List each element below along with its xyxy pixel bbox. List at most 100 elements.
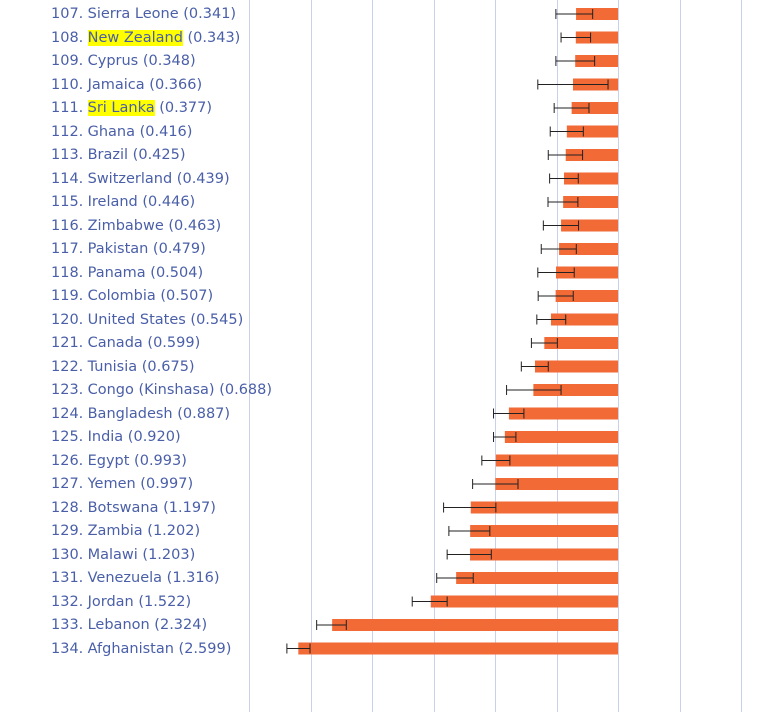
error-bar <box>411 596 448 607</box>
country-name: Yemen <box>87 476 136 492</box>
gridlines <box>249 0 742 712</box>
country-name: Zambia <box>87 523 143 539</box>
value-label: (0.425) <box>128 147 186 163</box>
rank-number: 121. <box>51 335 84 351</box>
bar-ghana <box>566 125 618 138</box>
country-name: Sierra Leone <box>87 6 179 22</box>
country-name: Brazil <box>87 147 129 163</box>
country-label: 131. Venezuela (1.316) <box>51 568 220 588</box>
bar-switzerland <box>564 172 618 185</box>
rank-number: 117. <box>51 241 84 257</box>
country-name: Egypt <box>87 452 130 469</box>
rank-number: 130. <box>51 546 84 563</box>
rank-number: 110. <box>51 76 84 93</box>
country-name: Venezuela <box>87 570 163 586</box>
country-name: Panama <box>87 264 146 281</box>
value-label: (1.316) <box>162 570 220 586</box>
country-label: 117. Pakistan (0.479) <box>51 239 206 259</box>
rank-number: 112. <box>51 123 84 140</box>
country-name: Sri Lanka <box>87 100 155 116</box>
rank-number: 120. <box>51 311 84 328</box>
country-label: 133. Lebanon (2.324) <box>51 615 207 635</box>
rank-number: 116. <box>51 217 84 234</box>
value-label: (0.377) <box>154 100 213 116</box>
country-label: 127. Yemen (0.997) <box>51 474 193 494</box>
error-bar <box>549 173 579 184</box>
country-label: 111. Sri Lanka (0.377) <box>51 98 212 118</box>
rank-number: 129. <box>51 523 84 539</box>
value-label: (0.920) <box>123 429 181 445</box>
bar-united-states <box>550 313 618 326</box>
bar-tunisia <box>534 360 618 373</box>
country-label: 124. Bangladesh (0.887) <box>51 404 230 424</box>
bar-bangladesh <box>508 407 618 420</box>
country-name: Zimbabwe <box>87 217 164 234</box>
country-label: 126. Egypt (0.993) <box>51 451 187 471</box>
value-label: (0.504) <box>145 264 204 281</box>
country-label: 107. Sierra Leone (0.341) <box>51 4 236 24</box>
error-bar <box>481 455 511 466</box>
error-bars <box>286 9 609 654</box>
bar-pakistan <box>559 243 618 255</box>
error-bar <box>537 79 609 90</box>
value-label: (1.202) <box>142 523 201 539</box>
country-name: Botswana <box>87 499 159 516</box>
bar-sierra-leone <box>576 8 618 20</box>
rank-number: 107. <box>51 6 84 22</box>
value-label: (0.366) <box>144 76 203 93</box>
value-label: (1.203) <box>137 546 196 563</box>
country-name: Afghanistan <box>87 640 174 657</box>
bar-ireland <box>563 196 618 208</box>
bar-new-zealand <box>575 31 618 44</box>
error-bar <box>446 549 492 560</box>
error-bar <box>506 385 562 395</box>
bar-venezuela <box>456 572 618 584</box>
country-name: Cyprus <box>87 53 139 69</box>
country-name: Ghana <box>87 123 135 140</box>
error-bar <box>472 479 519 489</box>
value-label: (0.439) <box>172 170 230 187</box>
bar-india <box>504 431 618 443</box>
value-label: (0.416) <box>135 123 193 140</box>
rank-number: 125. <box>51 429 84 445</box>
rank-number: 126. <box>51 452 84 469</box>
value-label: (0.348) <box>138 53 196 69</box>
country-name: Malawi <box>87 546 138 563</box>
country-label: 118. Panama (0.504) <box>51 263 203 283</box>
value-label: (1.197) <box>158 499 216 516</box>
error-bar <box>537 267 575 278</box>
country-label: 125. India (0.920) <box>51 427 181 447</box>
error-bar <box>493 432 517 442</box>
bar-panama <box>556 266 618 279</box>
value-label: (0.507) <box>155 288 214 304</box>
rank-number: 109. <box>51 53 84 69</box>
rank-number: 133. <box>51 617 84 633</box>
error-bar <box>542 220 580 231</box>
value-label: (0.446) <box>137 194 196 210</box>
country-label: 112. Ghana (0.416) <box>51 122 192 142</box>
country-name: Tunisia <box>87 358 138 375</box>
bar-afghanistan <box>298 642 618 655</box>
value-label: (0.343) <box>182 29 241 46</box>
country-name: Bangladesh <box>87 405 173 422</box>
error-bar <box>560 32 592 43</box>
rank-number: 114. <box>51 170 84 187</box>
bar-zambia <box>470 525 618 537</box>
value-label: (0.545) <box>185 311 244 328</box>
country-label: 119. Colombia (0.507) <box>51 286 213 306</box>
error-bar <box>549 126 584 137</box>
value-label: (0.997) <box>135 476 194 492</box>
bar-colombia <box>555 290 618 302</box>
country-name: Pakistan <box>87 241 149 257</box>
rank-number: 122. <box>51 358 84 375</box>
rank-number: 111. <box>51 100 84 116</box>
bar-malawi <box>470 548 618 561</box>
value-label: (0.341) <box>178 6 237 22</box>
error-bar <box>493 408 525 419</box>
error-bar <box>316 620 347 630</box>
country-label: 123. Congo (Kinshasa) (0.688) <box>51 380 272 400</box>
error-bar <box>555 56 596 66</box>
bar-cyprus <box>575 55 618 67</box>
rank-number: 118. <box>51 264 84 281</box>
country-label: 128. Botswana (1.197) <box>51 498 216 518</box>
